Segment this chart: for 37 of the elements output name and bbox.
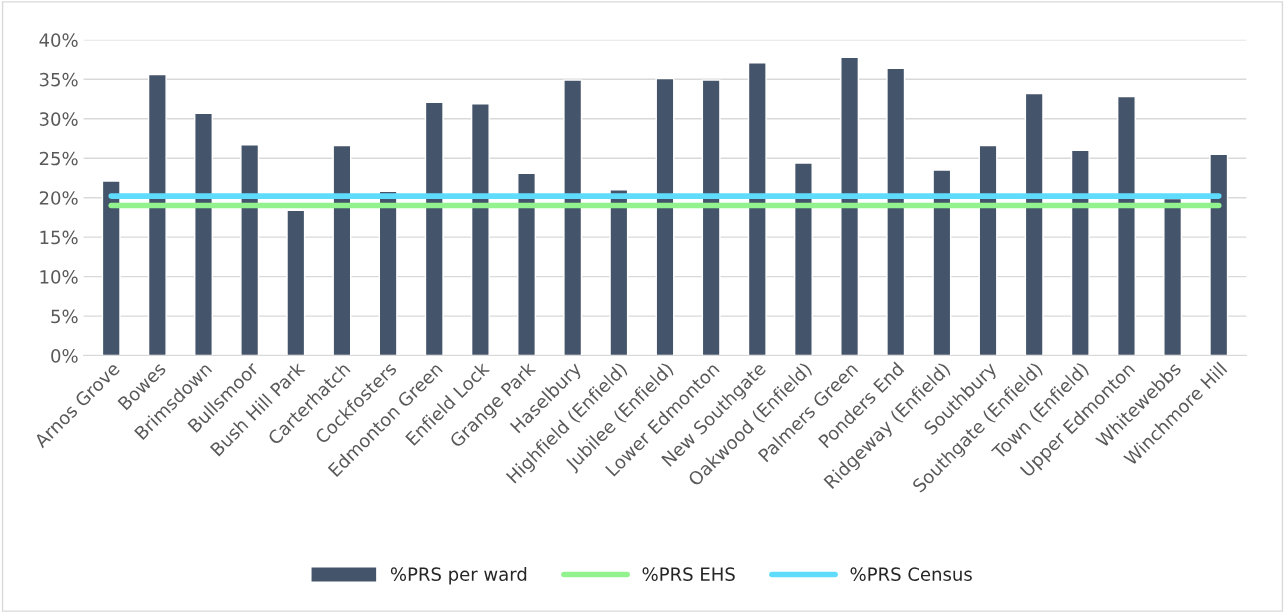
bar xyxy=(1070,149,1090,356)
y-tick-label: 0% xyxy=(51,349,78,363)
bar xyxy=(240,144,260,356)
y-tick-label: 25% xyxy=(39,151,78,166)
bar xyxy=(147,73,167,356)
bar xyxy=(1209,153,1229,356)
bar xyxy=(840,56,860,356)
bar xyxy=(978,144,998,356)
y-tick-label: 40% xyxy=(39,33,78,47)
bar xyxy=(563,79,583,356)
y-tick-label: 10% xyxy=(40,270,78,284)
y-tick-label: 35% xyxy=(39,72,78,87)
bar xyxy=(1024,92,1044,356)
bar xyxy=(886,67,906,356)
bar xyxy=(932,169,952,356)
bar xyxy=(378,190,398,356)
y-tick-label: 5% xyxy=(51,309,78,324)
legend-label: %PRS Census xyxy=(850,567,972,581)
y-tick-label: 30% xyxy=(39,112,78,126)
bar xyxy=(101,180,121,356)
bar xyxy=(424,101,444,356)
y-tick-label: 15% xyxy=(40,230,78,245)
bar xyxy=(747,62,767,356)
legend-label: %PRS per ward xyxy=(390,567,527,585)
bar xyxy=(517,172,537,356)
bar xyxy=(1117,95,1136,356)
bar xyxy=(332,144,352,356)
bar xyxy=(793,162,813,356)
bar xyxy=(286,209,306,356)
bar xyxy=(194,112,213,356)
bar xyxy=(701,79,721,356)
y-tick-label: 20% xyxy=(39,191,78,205)
bar xyxy=(1163,197,1183,356)
bar xyxy=(609,189,629,356)
bar xyxy=(655,77,675,356)
legend-label: %PRS EHS xyxy=(642,567,735,581)
bar xyxy=(470,103,490,356)
